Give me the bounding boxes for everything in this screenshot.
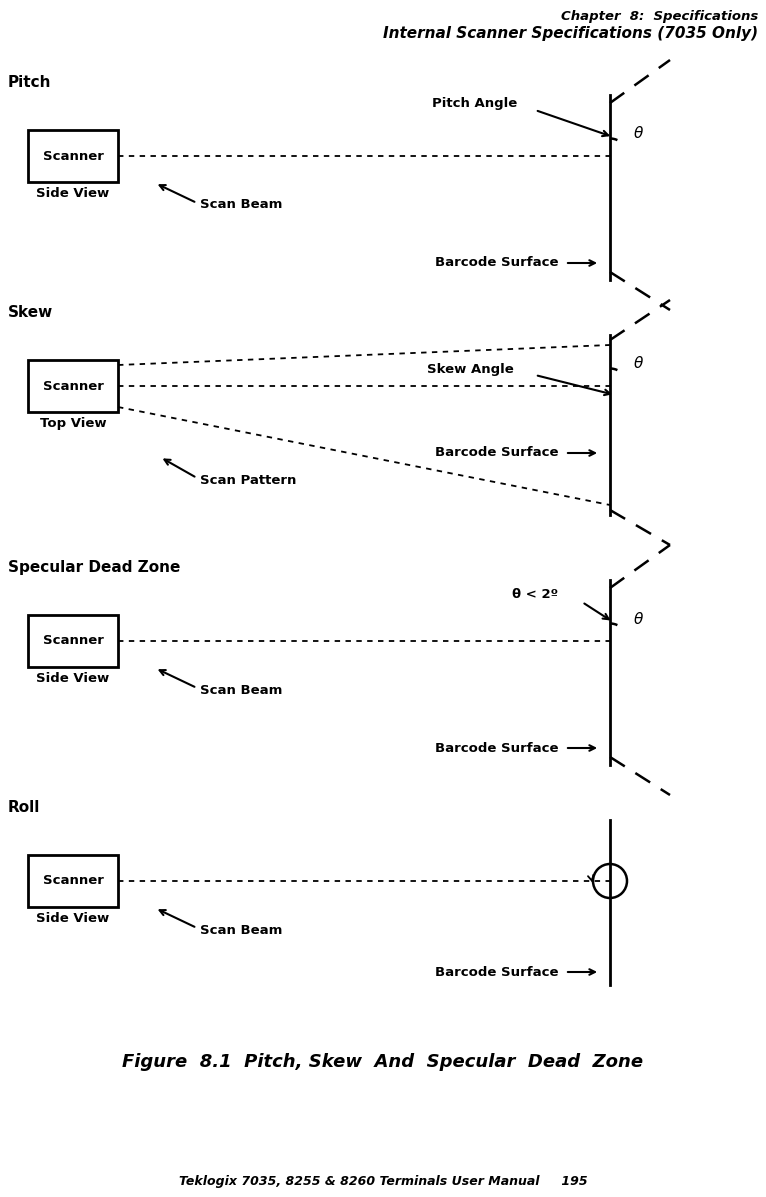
Text: Barcode Surface: Barcode Surface <box>435 446 558 460</box>
Bar <box>28 360 118 412</box>
Text: Scan Beam: Scan Beam <box>200 924 283 936</box>
Text: Figure  8.1  Pitch, Skew  And  Specular  Dead  Zone: Figure 8.1 Pitch, Skew And Specular Dead… <box>123 1053 643 1071</box>
Text: Barcode Surface: Barcode Surface <box>435 966 558 978</box>
Text: Scanner: Scanner <box>43 150 103 163</box>
Text: Side View: Side View <box>36 672 110 685</box>
Text: Pitch Angle: Pitch Angle <box>432 97 518 109</box>
Text: Specular Dead Zone: Specular Dead Zone <box>8 560 180 575</box>
Text: Barcode Surface: Barcode Surface <box>435 256 558 269</box>
Text: Side View: Side View <box>36 912 110 925</box>
Text: Scan Pattern: Scan Pattern <box>200 474 296 486</box>
Text: θ: θ <box>633 357 643 371</box>
Text: θ: θ <box>633 612 643 626</box>
Text: Pitch: Pitch <box>8 75 51 90</box>
Text: θ < 2º: θ < 2º <box>512 589 558 602</box>
Bar <box>28 615 118 667</box>
Text: Roll: Roll <box>8 800 41 815</box>
Text: Barcode Surface: Barcode Surface <box>435 741 558 754</box>
Text: Side View: Side View <box>36 187 110 200</box>
Text: Teklogix 7035, 8255 & 8260 Terminals User Manual     195: Teklogix 7035, 8255 & 8260 Terminals Use… <box>178 1175 588 1187</box>
Text: Scan Beam: Scan Beam <box>200 199 283 212</box>
Text: Skew: Skew <box>8 305 54 320</box>
Text: Top View: Top View <box>40 417 106 430</box>
Text: Skew Angle: Skew Angle <box>427 364 513 377</box>
Text: Chapter  8:  Specifications: Chapter 8: Specifications <box>561 10 758 23</box>
Text: Scan Beam: Scan Beam <box>200 683 283 697</box>
Bar <box>28 130 118 182</box>
Text: Scanner: Scanner <box>43 634 103 648</box>
Text: Scanner: Scanner <box>43 379 103 393</box>
Text: Internal Scanner Specifications (7035 Only): Internal Scanner Specifications (7035 On… <box>383 26 758 41</box>
Text: Scanner: Scanner <box>43 875 103 887</box>
Text: θ: θ <box>633 127 643 141</box>
Bar <box>28 855 118 907</box>
